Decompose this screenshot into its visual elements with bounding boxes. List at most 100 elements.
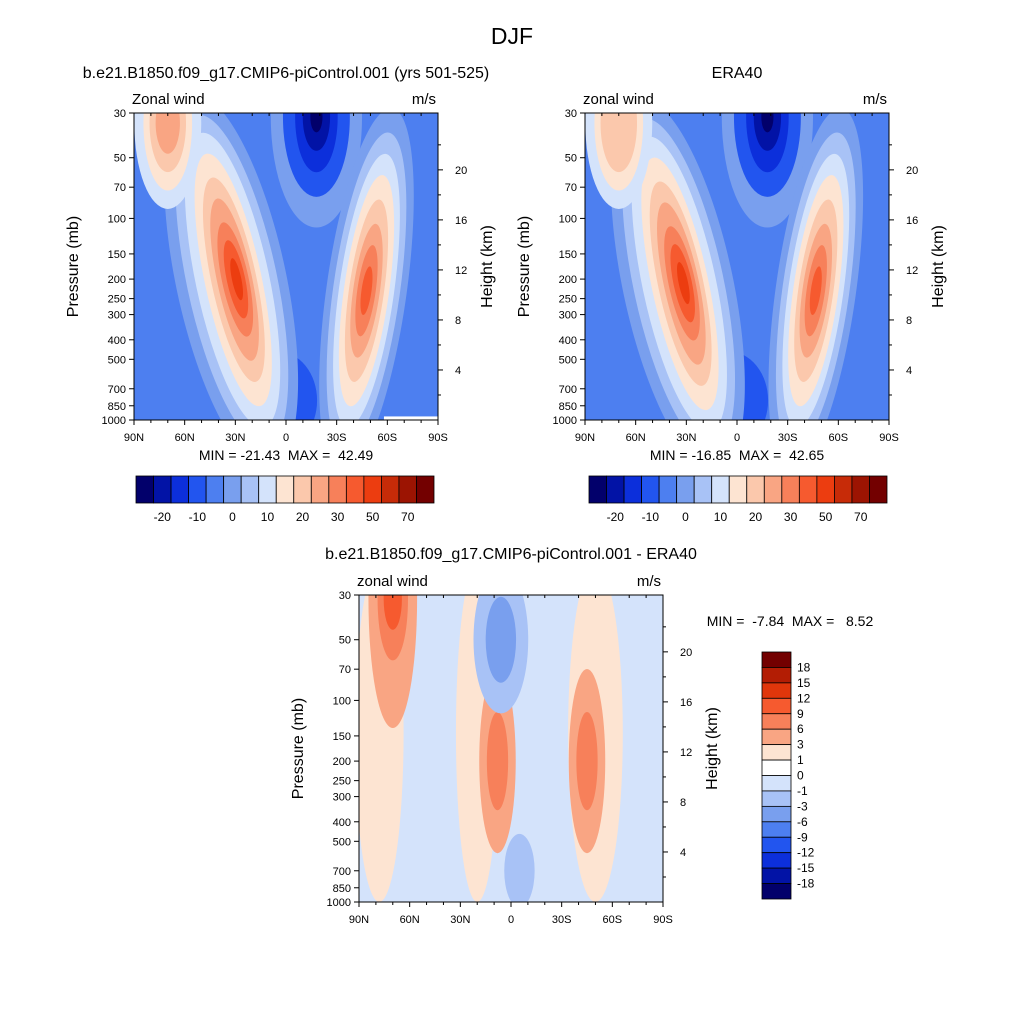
colorbar-swatch [728,475,748,504]
y-tick-label: 850 [333,883,351,895]
colorbar-swatch [641,475,660,504]
y-tick-label: 100 [559,213,577,225]
figure-title: DJF [491,23,533,49]
polar-jet-level-3 [609,113,628,148]
polar-jet-level-3 [155,113,180,154]
panel-2: ERA40 zonal wind m/s 90N 60N 30N 0 30S 60S 90S 30 5… [516,65,947,524]
panel-title: ERA40 [712,65,763,82]
panel-3: b.e21.B1850.f09_g17.CMIP6-piControl.001 … [290,546,874,926]
colorbar-label: 15 [797,676,811,690]
sh-jet-level-7 [809,266,822,316]
x-tick-label: 0 [283,432,289,444]
colorbar-label: 30 [331,510,345,524]
colorbar: -20 -10 0 10 20 30 50 70 [135,475,435,524]
colorbar-swatch [761,775,792,792]
colorbar-label: 1 [797,753,804,767]
colorbar-label: 70 [854,510,868,524]
x-tick-label: 30S [327,432,347,444]
colorbar-swatch [275,475,295,504]
colorbar-label: 9 [797,707,804,721]
y-tick-label: 200 [559,274,577,286]
colorbar-label: 0 [682,510,689,524]
colorbar-swatch [381,475,400,504]
colorbar-swatch [781,475,800,504]
x-tick-label: 90N [349,914,369,926]
x-tick-label: 30N [225,432,245,444]
easterly-core-level-4 [310,113,323,133]
colorbar-swatch [761,867,792,884]
x-tick-label: 0 [734,432,740,444]
y-tick-label: 400 [108,335,126,347]
min-max-stats: MIN = -16.85 MAX = 42.65 [650,447,825,463]
colorbar-swatch [761,790,792,807]
y-tick-label: 250 [559,294,577,306]
colorbar-swatch [761,651,792,668]
colorbar-swatch [188,475,207,504]
colorbar-label: -10 [642,510,660,524]
x-tick-label: 30S [778,432,798,444]
colorbar-swatch [746,475,765,504]
y-tick-label: 70 [339,664,351,676]
colorbar: -20 -10 0 10 20 30 50 70 [588,475,888,524]
colorbar-swatch [761,682,792,699]
y-tick-label: 30 [339,590,351,602]
x-tick-label: 0 [508,914,514,926]
x-tick-label: 30N [676,432,696,444]
colorbar-label: 10 [714,510,728,524]
x-tick-label: 60N [175,432,195,444]
height-tick-label: 16 [680,697,692,709]
height-tick-label: 20 [455,165,467,177]
colorbar-label: -15 [797,861,815,875]
colorbar-swatch [761,697,792,715]
x-tick-label: 60N [400,914,420,926]
y-tick-label: 250 [108,294,126,306]
colorbar-label: -18 [797,877,815,891]
y-tick-label: 100 [108,213,126,225]
y-tick-label: 150 [108,249,126,261]
colorbar-swatch [816,475,835,504]
colorbar-swatch [588,475,607,504]
nh-jet-level-8 [230,258,244,301]
colorbar-label: 70 [401,510,415,524]
x-tick-label: 60S [378,432,398,444]
colorbar-swatch [676,475,695,504]
y-axis-label: Pressure (mb) [516,216,533,317]
height-tick-label: 16 [906,215,918,227]
y-tick-label: 300 [108,310,126,322]
height-tick-label: 4 [906,365,912,377]
y-tick-label: 70 [565,182,577,194]
min-max-stats: MIN = -7.84 MAX = 8.52 [707,613,874,629]
y-axis-label: Pressure (mb) [290,698,307,799]
colorbar-swatch [761,667,792,684]
colorbar-swatch [693,475,713,504]
x-tick-label: 60S [603,914,623,926]
panel-1: b.e21.B1850.f09_g17.CMIP6-piControl.001 … [65,65,496,524]
negative-lower [504,833,535,902]
x-tick-label: 90S [879,432,899,444]
y-tick-label: 850 [108,401,126,413]
y-tick-label: 50 [114,153,126,165]
y-tick-label: 1000 [327,897,351,909]
colorbar-swatch [761,713,792,730]
y-tick-label: 70 [114,182,126,194]
height-tick-label: 4 [680,847,686,859]
colorbar-swatch [623,475,642,504]
colorbar-swatch [258,475,277,504]
colorbar-swatch [834,475,853,504]
field-label: zonal wind [583,91,654,108]
colorbar-swatch [398,475,417,504]
colorbar-swatch [345,475,365,504]
height-tick-label: 4 [455,365,461,377]
y-tick-label: 300 [559,310,577,322]
colorbar-swatch [363,475,382,504]
colorbar-swatch [763,475,783,504]
colorbar-swatch [223,475,242,504]
negative-core-level-1 [485,596,517,683]
colorbar-swatch [761,744,792,761]
topography-mask [383,416,438,420]
colorbar-swatch [205,475,225,504]
y-tick-label: 30 [565,108,577,120]
colorbar-label: 50 [819,510,833,524]
colorbar-label: 50 [366,510,380,524]
